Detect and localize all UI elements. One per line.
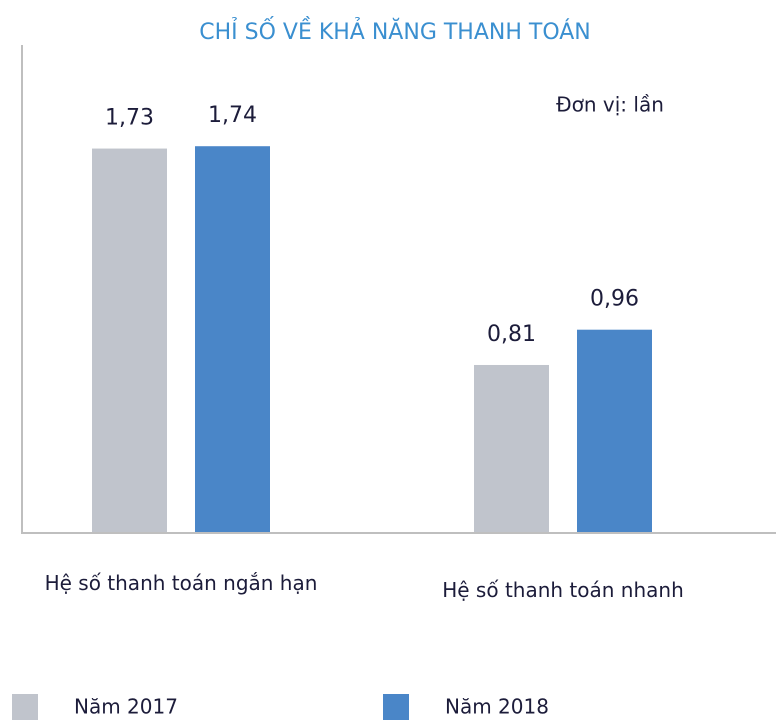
data-label: 0,81 — [487, 322, 536, 347]
legend-label: Năm 2018 — [445, 695, 549, 719]
chart-title: CHỈ SỐ VỀ KHẢ NĂNG THANH TOÁN — [199, 16, 591, 45]
data-label: 1,73 — [105, 106, 154, 131]
bar — [474, 364, 549, 532]
data-label: 0,96 — [590, 287, 639, 312]
bar — [92, 148, 167, 533]
x-tick-label: Hệ số thanh toán ngắn hạn — [44, 571, 318, 595]
data-label: 1,74 — [208, 103, 257, 128]
x-tick-label: Hệ số thanh toán nhanh — [442, 578, 684, 602]
legend-label: Năm 2017 — [74, 695, 178, 719]
bar — [195, 146, 270, 532]
unit-note: Đơn vị: lần — [556, 93, 664, 117]
legend-swatch — [12, 694, 38, 720]
legend-swatch — [383, 694, 409, 720]
bar — [577, 329, 652, 532]
